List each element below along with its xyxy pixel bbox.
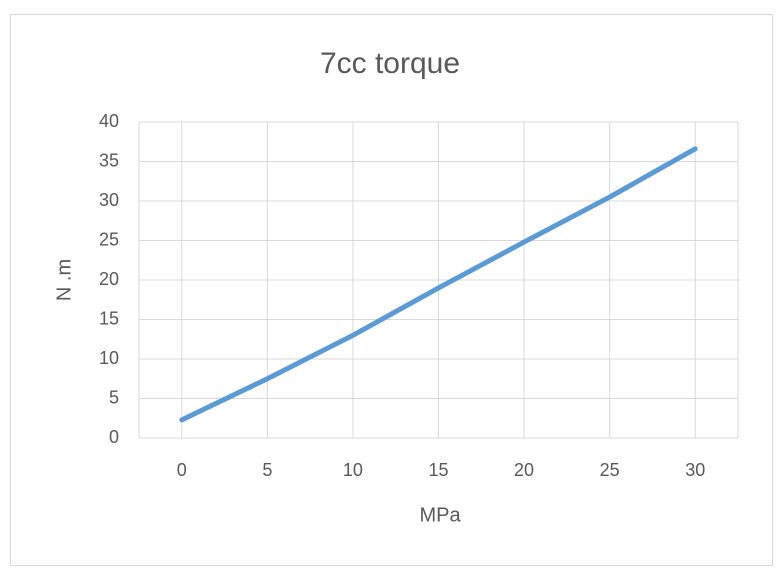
- y-tick-label: 40: [99, 111, 119, 131]
- y-axis-label: N .m: [53, 259, 75, 301]
- chart-border: [10, 14, 773, 566]
- y-tick-label: 10: [99, 348, 119, 368]
- x-axis-label: MPa: [419, 504, 461, 526]
- x-tick-label: 25: [600, 460, 620, 480]
- y-tick-label: 25: [99, 229, 119, 249]
- y-tick-label: 15: [99, 308, 119, 328]
- y-tick-label: 5: [109, 387, 119, 407]
- y-tick-label: 30: [99, 190, 119, 210]
- x-tick-label: 10: [343, 460, 363, 480]
- x-tick-label: 15: [428, 460, 448, 480]
- data-line: [179, 146, 698, 423]
- x-tick-label: 5: [262, 460, 272, 480]
- y-tick-label: 0: [109, 427, 119, 447]
- y-tick-label: 35: [99, 150, 119, 170]
- x-tick-label: 30: [685, 460, 705, 480]
- y-tick-label: 20: [99, 269, 119, 289]
- chart-title: 7cc torque: [320, 47, 460, 80]
- x-tick-label: 20: [514, 460, 534, 480]
- x-tick-label: 0: [177, 460, 187, 480]
